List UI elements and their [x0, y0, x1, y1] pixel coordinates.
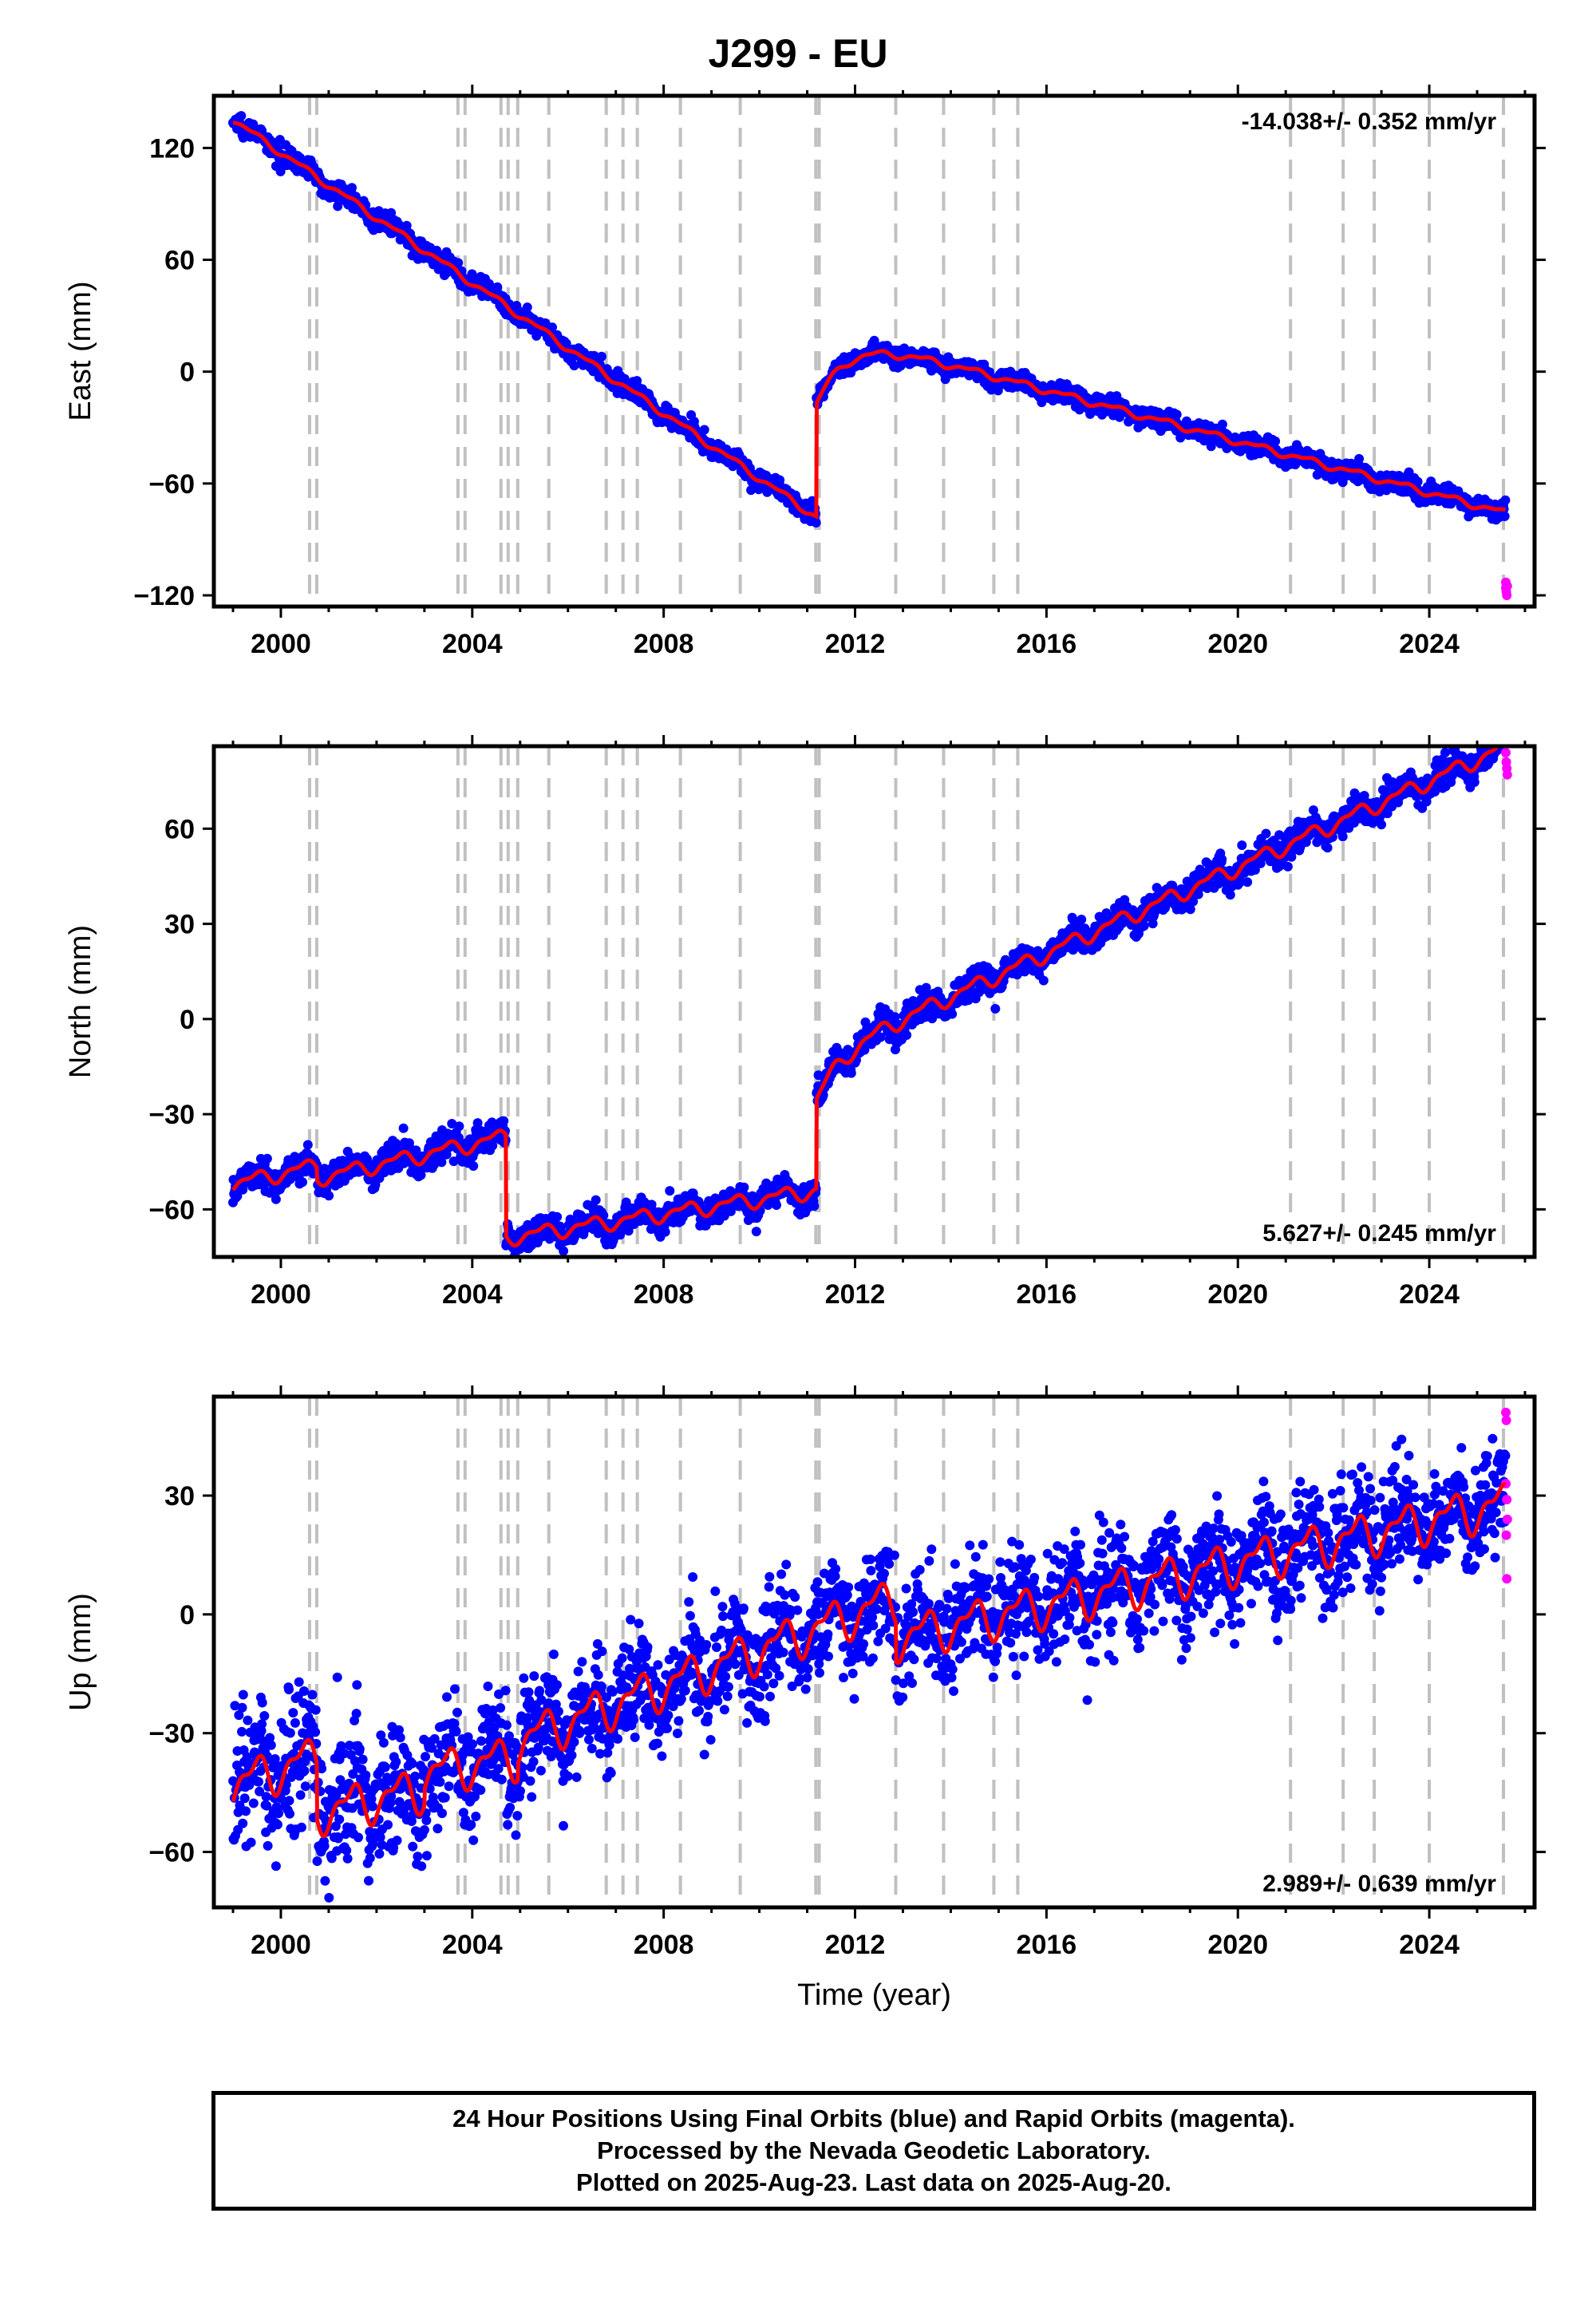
- east-final-point: [1500, 495, 1511, 505]
- north-final-point: [1225, 890, 1235, 900]
- east-rapid-point-3: [1502, 590, 1512, 600]
- east-xtick-label-5: 2020: [1207, 629, 1268, 659]
- north-final-point: [1242, 877, 1253, 887]
- east-final-point: [993, 385, 1003, 396]
- north-final-point: [552, 1211, 563, 1222]
- north-final-point: [1139, 921, 1149, 931]
- north-final-point: [1077, 915, 1087, 925]
- east-final-point: [547, 322, 557, 333]
- east-rate-label: -14.038+/- 0.352 mm/yr: [1242, 109, 1497, 135]
- east-xtick-label-0: 2000: [251, 629, 311, 659]
- north-final-point: [298, 1177, 307, 1188]
- east-model-fit: [232, 121, 1507, 520]
- east-xtick-label-6: 2024: [1399, 629, 1460, 659]
- north-final-point: [454, 1121, 464, 1132]
- north-final-point: [559, 1246, 569, 1256]
- east-final-point: [333, 201, 343, 211]
- north-final-point: [1261, 828, 1271, 839]
- east-final-point: [236, 111, 247, 121]
- north-final-point: [739, 1182, 749, 1192]
- east-final-orbit-points: [228, 111, 1511, 528]
- north-final-point: [772, 1200, 781, 1210]
- north-final-point: [1038, 975, 1049, 986]
- north-final-point: [809, 1201, 820, 1211]
- east-xtick-label-2: 2008: [634, 629, 694, 659]
- east-ytick-label-2: 0: [180, 358, 195, 388]
- east-final-point: [1171, 409, 1182, 420]
- north-final-point: [1282, 861, 1293, 871]
- east-ytick-label-1: −60: [148, 469, 195, 500]
- east-final-point: [596, 351, 606, 362]
- east-final-point: [1270, 436, 1281, 446]
- east-rapid-point-4: [1502, 581, 1512, 591]
- north-final-point: [1237, 840, 1247, 851]
- north-final-point: [665, 1186, 675, 1196]
- east-xtick-label-3: 2012: [825, 629, 886, 659]
- east-final-point: [1499, 511, 1510, 521]
- north-final-point: [902, 1030, 912, 1040]
- north-final-point: [468, 1161, 479, 1171]
- east-final-point: [699, 425, 709, 435]
- east-panel: −120 −60 0 60 120 2000 2004 2008 2012 2016 2020 202…: [64, 85, 1546, 659]
- east-final-point: [453, 258, 464, 268]
- north-final-point: [262, 1153, 272, 1164]
- north-final-orbit-points: [228, 746, 1508, 1257]
- east-y-axis-label: East (mm): [64, 281, 97, 421]
- north-final-point: [324, 1191, 334, 1201]
- north-final-point: [1286, 852, 1297, 862]
- north-final-point: [1217, 854, 1227, 864]
- north-final-point: [271, 1194, 281, 1204]
- north-final-point: [947, 1009, 958, 1019]
- north-final-point: [660, 1227, 670, 1237]
- east-xtick-label-1: 2004: [442, 629, 503, 659]
- north-final-point: [302, 1140, 313, 1150]
- east-xtick-label-4: 2016: [1017, 629, 1077, 659]
- north-final-point: [1322, 843, 1333, 853]
- east-final-point: [811, 518, 821, 528]
- north-final-point: [846, 1068, 856, 1078]
- north-final-point: [751, 1227, 761, 1237]
- north-final-point: [591, 1195, 601, 1205]
- east-ytick-label-4: 120: [149, 133, 195, 164]
- east-ytick-label-0: −120: [133, 581, 195, 611]
- east-final-point: [895, 361, 906, 371]
- east-final-point: [569, 361, 579, 371]
- east-final-point: [347, 183, 357, 193]
- north-final-point: [499, 1116, 509, 1126]
- east-fit-line: [232, 121, 1507, 520]
- east-final-point: [522, 302, 532, 312]
- east-ytick-label-3: 60: [164, 246, 195, 276]
- east-rapid-orbit-points: [1501, 577, 1512, 600]
- north-final-point: [990, 1004, 1001, 1014]
- page-title: J299 - EU: [708, 31, 888, 76]
- north-final-point: [398, 1123, 409, 1133]
